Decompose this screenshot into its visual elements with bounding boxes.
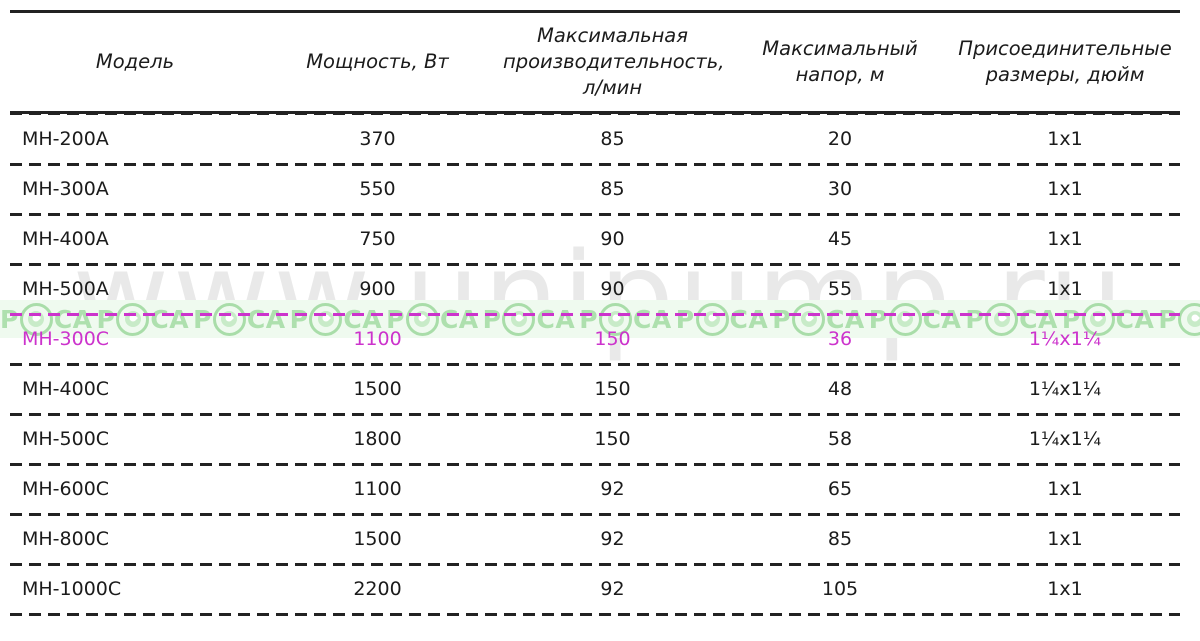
table-row: МН-1000С 2200 92 105 1x1: [10, 564, 1180, 614]
cell-head: 36: [827, 328, 853, 350]
cell-dim: 1¼x1¼: [1028, 328, 1102, 350]
column-header-head: Максимальный напор, м: [762, 37, 918, 86]
table-row: МН-200А 370 85 20 1x1: [10, 113, 1180, 165]
cell-dim: 1¼x1¼: [1028, 428, 1102, 450]
cell-power: 550: [359, 178, 396, 200]
cell-flow: 90: [600, 278, 625, 300]
cell-dim: 1¼x1¼: [1028, 378, 1102, 400]
cell-flow: 85: [600, 128, 625, 150]
cell-model: МН-200А: [22, 128, 109, 150]
cell-head: 65: [827, 478, 853, 500]
cell-power: 1100: [353, 328, 402, 350]
cell-head: 55: [827, 278, 853, 300]
cell-head: 85: [827, 528, 853, 550]
cell-dim: 1x1: [1047, 128, 1083, 150]
column-header-model: Модель: [95, 50, 175, 74]
cell-dim: 1x1: [1047, 478, 1083, 500]
cell-power: 2200: [353, 578, 402, 600]
cell-head: 105: [821, 578, 859, 600]
cell-model: МН-400А: [22, 228, 109, 250]
cell-flow: 150: [594, 328, 631, 350]
specification-table-container: Модель Мощность, Вт Максимальная произво…: [10, 10, 1180, 614]
cell-model: МН-300А: [22, 178, 109, 200]
cell-model: МН-800С: [22, 528, 110, 550]
table-row: МН-300С 1100 150 36 1¼x1¼: [10, 314, 1180, 364]
cell-dim: 1x1: [1047, 528, 1083, 550]
cell-model: МН-600С: [22, 478, 110, 500]
cell-power: 900: [359, 278, 396, 300]
table-row: МН-600С 1100 92 65 1x1: [10, 464, 1180, 514]
table-header-row: Модель Мощность, Вт Максимальная произво…: [10, 11, 1180, 113]
cell-head: 30: [827, 178, 853, 200]
table-row: МН-500С 1800 150 58 1¼x1¼: [10, 414, 1180, 464]
cell-power: 1100: [353, 478, 402, 500]
table-row: МН-800С 1500 92 85 1x1: [10, 514, 1180, 564]
rosa-droplet-ring-icon: [1178, 302, 1200, 336]
cell-dim: 1x1: [1047, 578, 1083, 600]
table-row: МН-400С 1500 150 48 1¼x1¼: [10, 364, 1180, 414]
cell-dim: 1x1: [1047, 278, 1083, 300]
column-header-power: Мощность, Вт: [306, 50, 449, 74]
cell-model: МН-500С: [22, 428, 110, 450]
cell-power: 370: [359, 128, 396, 150]
cell-flow: 85: [600, 178, 625, 200]
cell-model: МН-500А: [22, 278, 109, 300]
cell-flow: 150: [594, 428, 631, 450]
cell-head: 48: [827, 378, 853, 400]
cell-head: 45: [827, 228, 853, 250]
cell-flow: 150: [594, 378, 631, 400]
cell-model: МН-1000С: [22, 578, 122, 600]
cell-model: МН-400С: [22, 378, 110, 400]
table-header: Модель Мощность, Вт Максимальная произво…: [10, 11, 1180, 113]
cell-flow: 92: [600, 478, 625, 500]
cell-power: 1500: [353, 528, 402, 550]
cell-flow: 92: [600, 528, 625, 550]
table-row: МН-400А 750 90 45 1x1: [10, 214, 1180, 264]
specification-table: Модель Мощность, Вт Максимальная произво…: [10, 10, 1180, 614]
cell-dim: 1x1: [1047, 178, 1083, 200]
cell-head: 58: [827, 428, 853, 450]
column-header-flow: Максимальная производительность, л/мин: [503, 24, 725, 99]
cell-dim: 1x1: [1047, 228, 1083, 250]
cell-flow: 92: [600, 578, 625, 600]
cell-head: 20: [827, 128, 853, 150]
cell-power: 1800: [353, 428, 402, 450]
cell-power: 1500: [353, 378, 402, 400]
table-body: МН-200А 370 85 20 1x1 МН-300А 550 85 30 1x1 МН-400…: [10, 113, 1180, 615]
cell-flow: 90: [600, 228, 625, 250]
table-row: МН-500А 900 90 55 1x1: [10, 264, 1180, 314]
table-row: МН-300А 550 85 30 1x1: [10, 164, 1180, 214]
cell-model: МН-300С: [22, 328, 110, 350]
cell-power: 750: [359, 228, 396, 250]
column-header-dimensions: Присоединительные размеры, дюйм: [958, 37, 1172, 86]
